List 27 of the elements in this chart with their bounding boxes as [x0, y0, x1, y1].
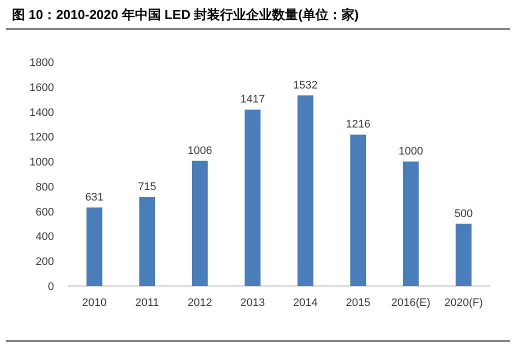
y-tick-label: 400	[36, 231, 54, 244]
data-label: 715	[138, 181, 156, 194]
y-tick-label: 1800	[30, 57, 54, 69]
x-tick-label: 2010	[82, 297, 107, 309]
title: 图 10：2010-2020 年中国 LED 封装行业企业数量(单位：家)	[12, 7, 359, 22]
x-tick-label: 2012	[188, 297, 212, 309]
x-tick-label: 2014	[293, 297, 318, 309]
y-tick-label: 1600	[30, 82, 54, 94]
x-tick-label: 2020(F)	[444, 297, 483, 309]
y-tick-label: 600	[36, 206, 54, 218]
x-tick-label: 2013	[240, 297, 265, 309]
x-tick-label: 2011	[135, 297, 159, 309]
x-tick-label: 2015	[346, 297, 370, 309]
data-label: 1006	[188, 144, 212, 157]
y-tick-label: 800	[36, 181, 54, 194]
y-tick-label: 1400	[30, 106, 54, 119]
y-tick-label: 0	[48, 281, 54, 293]
y-tick-label: 1200	[30, 132, 54, 144]
data-label: 1216	[346, 118, 370, 131]
y-tick-label: 200	[36, 256, 54, 268]
data-label: 1532	[293, 79, 318, 92]
data-label: 500	[454, 208, 473, 220]
data-label: 631	[85, 191, 104, 204]
x-tick-label: 2016(E)	[391, 297, 430, 309]
data-label: 1417	[240, 94, 265, 106]
y-tick-label: 1000	[30, 156, 54, 169]
data-label: 1000	[398, 146, 424, 158]
